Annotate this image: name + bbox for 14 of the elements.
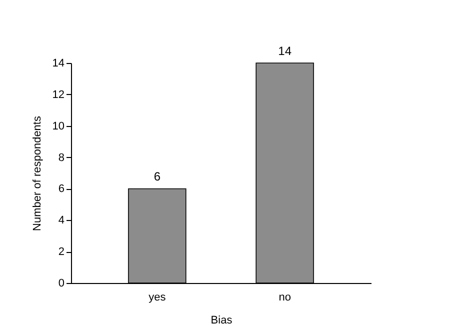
x-tick-label: no <box>278 292 291 304</box>
y-tick-label: 12 <box>52 88 64 101</box>
y-tick-label: 8 <box>58 152 64 164</box>
y-axis-title: Number of respondents <box>31 116 44 231</box>
x-tick-label: yes <box>148 292 166 304</box>
y-tick-label: 2 <box>58 246 64 258</box>
y-tick-label: 10 <box>52 120 64 132</box>
y-tick-label: 14 <box>52 58 64 70</box>
x-axis-title: Bias <box>210 314 233 326</box>
data-label: 6 <box>154 170 161 184</box>
data-label: 14 <box>278 44 292 58</box>
y-tick-label: 0 <box>58 278 64 290</box>
y-tick-label: 4 <box>58 214 64 227</box>
y-tick-label: 6 <box>58 183 64 196</box>
